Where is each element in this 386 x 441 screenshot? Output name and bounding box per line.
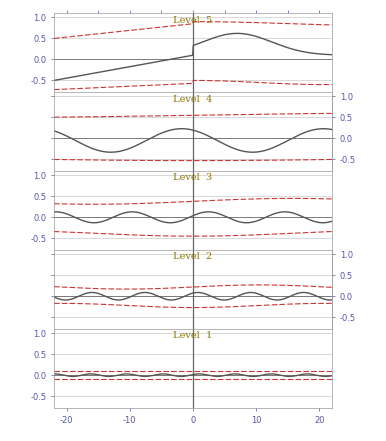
Text: Level  5: Level 5 [173,15,213,25]
Text: Level  3: Level 3 [173,173,213,183]
Text: Level  1: Level 1 [173,331,213,340]
Text: Level  4: Level 4 [173,94,213,104]
Text: Level  2: Level 2 [173,252,213,262]
